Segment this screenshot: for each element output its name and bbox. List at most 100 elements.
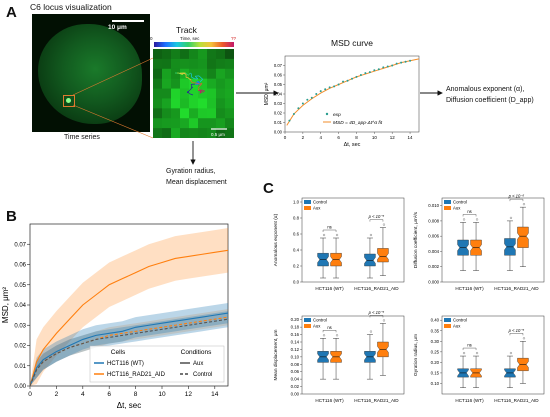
exp-point [333,85,336,88]
outputs-text: Anomalous exponent (α), Diffusion coeffi… [446,84,534,106]
track-pixel [198,49,208,60]
x-tick-label: 12 [185,391,193,398]
track-pixel [216,88,226,99]
exp-point [395,62,398,65]
track-pixel [198,78,208,90]
y-tick-label: 0.0 [293,280,300,285]
exp-point [324,88,327,91]
exp-point [355,75,358,78]
track-pixel [171,68,181,80]
exp-point [301,102,304,105]
outlier [322,334,326,337]
exp-point [373,69,376,72]
track-title: Track [176,25,197,35]
y-tick-label: 0.00 [274,130,283,135]
track-pixel [171,118,181,129]
trajectory-segment [188,72,191,76]
track-pixel [171,98,181,109]
trajectory-segment [182,72,187,75]
legend-aux-label: Aux [453,324,461,329]
track-pixel [180,49,190,60]
exp-point [346,79,349,82]
series-band [30,311,228,386]
exp-point [368,71,371,74]
outlier [382,319,386,322]
legend-aux-label: Aux [193,361,203,367]
y-tick-label: 0.07 [274,63,283,68]
outlier [369,330,373,333]
y-tick-label: 0.006 [428,234,439,239]
category-label: HCT116_RAD21_AID [354,398,399,403]
gyration-line-1: Gyration radius, [166,168,216,175]
x-tick-label: 12 [390,135,396,140]
y-tick-label: 0.06 [291,369,300,374]
y-tick-label: 0.03 [274,101,283,106]
exp-point [288,119,291,122]
x-tick-label: 0 [284,135,287,140]
exp-point [319,90,322,93]
sig-bracket [462,214,477,217]
trajectory-segment [187,76,192,81]
sig-label: ns [467,209,471,214]
track-pixel [162,68,172,80]
trajectory-segment [195,82,200,85]
zoom-lines [72,57,154,139]
track-pixel [207,128,217,138]
y-tick-label: 0.02 [274,111,283,116]
track-pixel [162,118,172,129]
y-tick-label: 0.04 [14,303,26,309]
y-tick-label: 0.000 [428,280,439,285]
gyration-text: Gyration radius, Mean displacement [166,166,227,188]
track-pixel [198,118,208,129]
track-pixel [180,98,190,109]
trajectory-segment [199,78,203,83]
track-pixel [180,88,190,99]
roi-box [63,95,75,107]
exp-point [364,72,367,75]
trajectory-segment [195,80,199,84]
y-tick-label: 0.10 [431,381,440,386]
y-tick-label: 0.20 [431,360,440,365]
legend-rad21-label: HCT116_RAD21_AID [107,372,166,378]
outlier [462,218,466,221]
track-pixel [225,58,234,70]
trajectory-segment [178,72,183,76]
trajectory-segment [194,75,199,80]
panel-b-xlabel: Δt, sec [117,401,141,410]
exp-point [315,93,318,95]
track-pixel [189,88,199,99]
legend-aux-label: Aux [453,206,461,211]
track-pixel [198,98,208,109]
track-pixel [207,118,217,129]
track-pixel [225,118,234,129]
legend-wt-label: HCT116 (WT) [107,361,144,367]
outputs-line-2: Diffusion coefficient (D_app) [446,97,534,104]
panel-c1-chart: 0.0 0.2 0.4 0.6 0.8 1.0 Anomalous exponent (α)… [273,197,405,291]
track-pixel [180,118,190,129]
x-tick-label: 8 [134,391,138,398]
panel-a-arrows [190,90,443,165]
box-body [377,248,389,263]
track-pixel [207,98,217,109]
outlier [522,337,526,340]
legend-conditions-title: Conditions [181,349,212,356]
sig-label: ns [467,343,471,348]
exp-point [337,83,340,86]
exp-point [306,98,309,101]
legend-aux-swatch [444,206,451,210]
track-pixel [153,68,163,80]
box-ylabel: Anomalous exponent (α) [273,213,279,266]
y-tick-label: 0.002 [428,264,439,269]
trajectory-segment [185,72,189,76]
gyration-line-2: Mean displacement [166,179,227,186]
y-tick-label: 0.18 [291,325,300,330]
exp-point [391,64,394,67]
track-pixel [189,108,199,119]
panel-b-ylabel: MSD, μm² [1,287,10,323]
legend-box [89,345,225,383]
track-pixel [180,58,190,70]
box-ylabel: Gyration radius, μm [413,334,419,376]
inset-scale-label: 0.5 μm [211,132,225,137]
x-tick-label: 2 [55,391,59,398]
track-pixel [225,78,234,90]
